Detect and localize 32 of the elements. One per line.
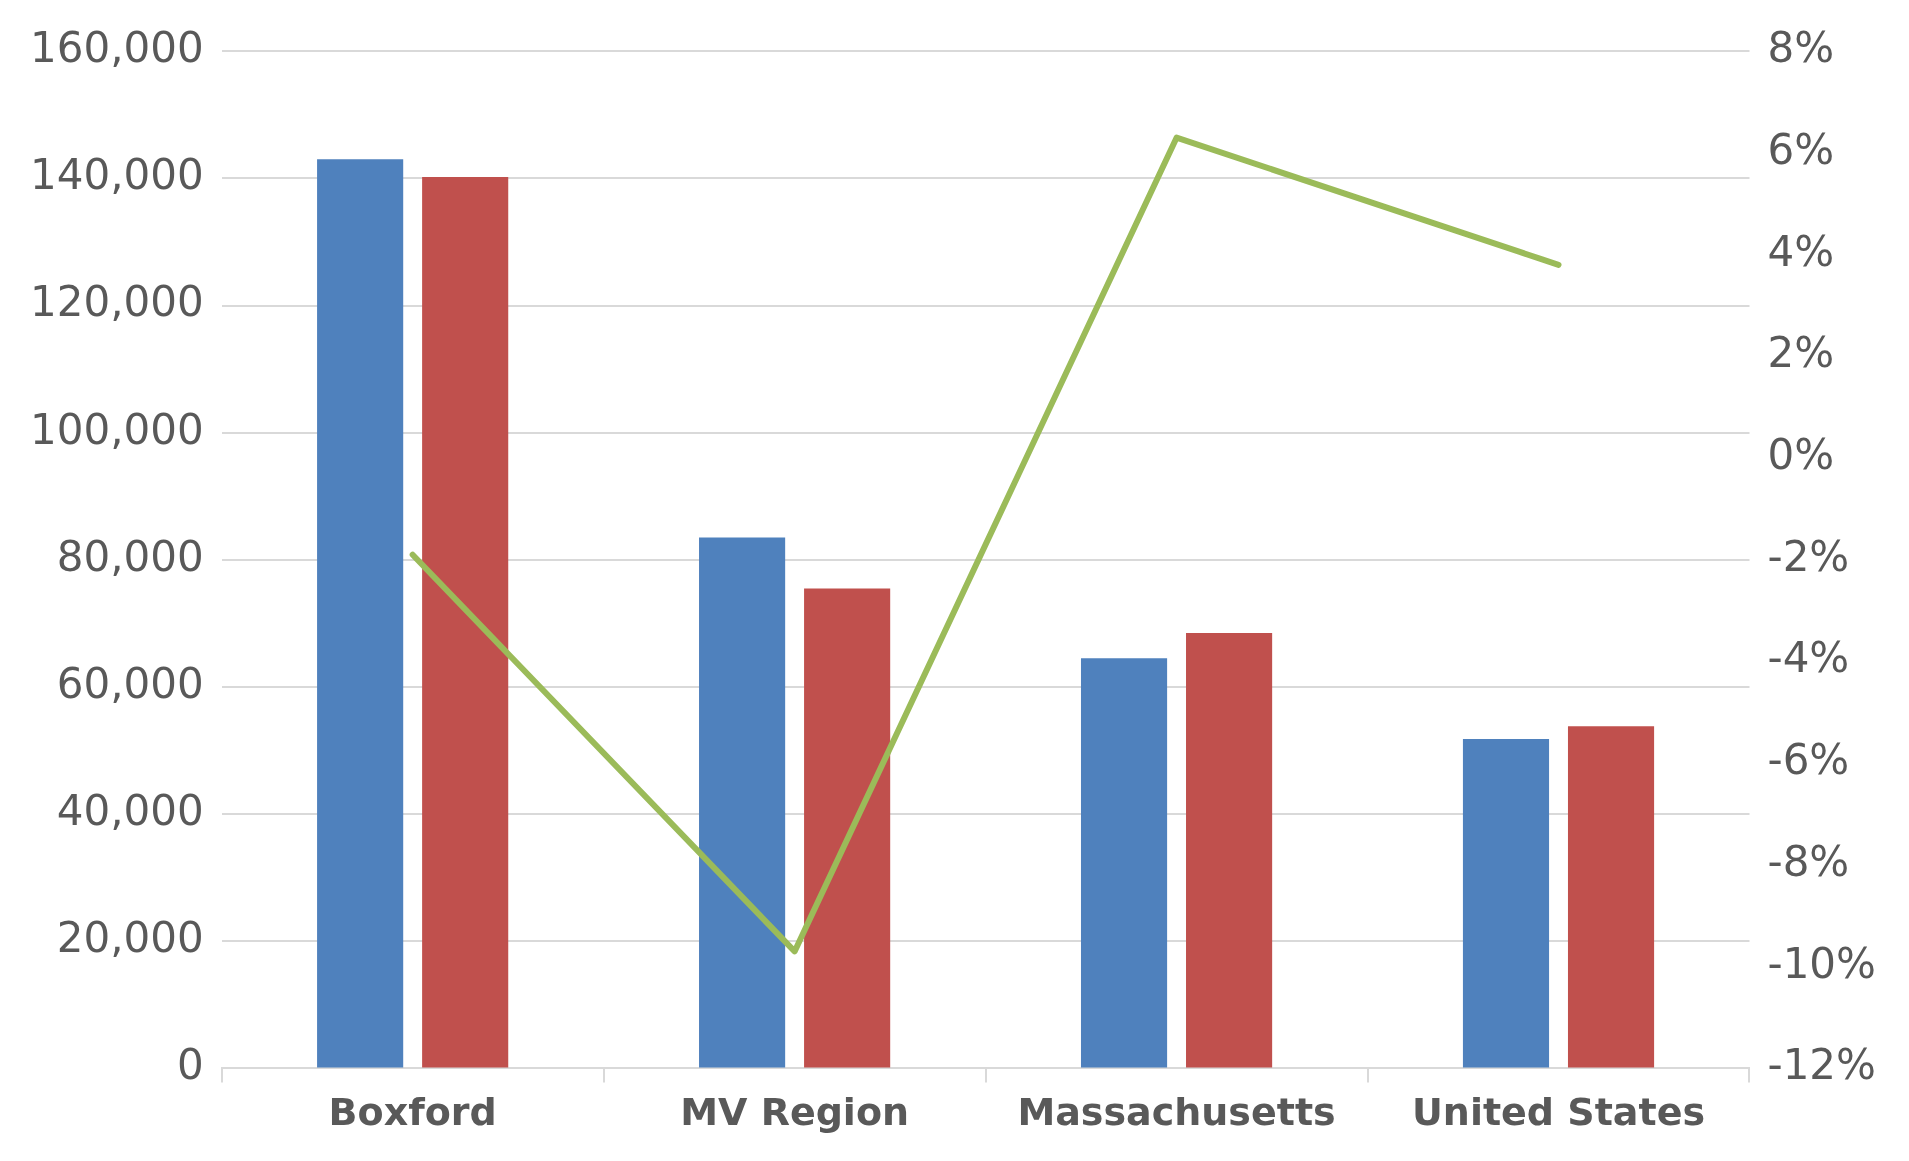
x-tick-label: Massachusetts xyxy=(1017,1090,1336,1135)
y2-tick-label: 4% xyxy=(1767,226,1835,276)
bar xyxy=(422,177,509,1068)
y2-tick-label: 0% xyxy=(1767,429,1835,479)
y2-tick-label: 2% xyxy=(1767,328,1835,378)
y2-tick-label: 8% xyxy=(1767,23,1835,73)
y-tick-label: 140,000 xyxy=(29,150,204,200)
y2-tick-label: -4% xyxy=(1767,633,1850,683)
y2-tick-label: -2% xyxy=(1767,531,1850,581)
bar xyxy=(1186,632,1273,1068)
bar xyxy=(804,588,891,1068)
x-tick-label: Boxford xyxy=(328,1090,497,1135)
bar xyxy=(1462,739,1550,1068)
y2-tick-label: -8% xyxy=(1767,836,1850,886)
x-tick-label: MV Region xyxy=(680,1090,910,1135)
bar xyxy=(699,537,786,1068)
y-tick-label: 0 xyxy=(176,1040,204,1090)
y2-tick-label: -10% xyxy=(1767,938,1877,988)
bar xyxy=(1080,658,1168,1068)
y2-tick-label: -6% xyxy=(1767,735,1850,785)
bar xyxy=(317,159,404,1068)
y-tick-label: 80,000 xyxy=(56,531,204,581)
x-tick-label: United States xyxy=(1411,1090,1706,1135)
bar xyxy=(1567,726,1655,1068)
y2-tick-label: 6% xyxy=(1767,124,1835,174)
y-tick-label: 20,000 xyxy=(56,913,204,963)
y2-tick-label: -12% xyxy=(1767,1040,1877,1090)
y-tick-label: 160,000 xyxy=(29,23,204,73)
y-tick-label: 100,000 xyxy=(29,404,204,454)
y-tick-label: 120,000 xyxy=(29,277,204,327)
y-tick-label: 40,000 xyxy=(56,786,204,836)
y-tick-label: 60,000 xyxy=(56,658,204,708)
